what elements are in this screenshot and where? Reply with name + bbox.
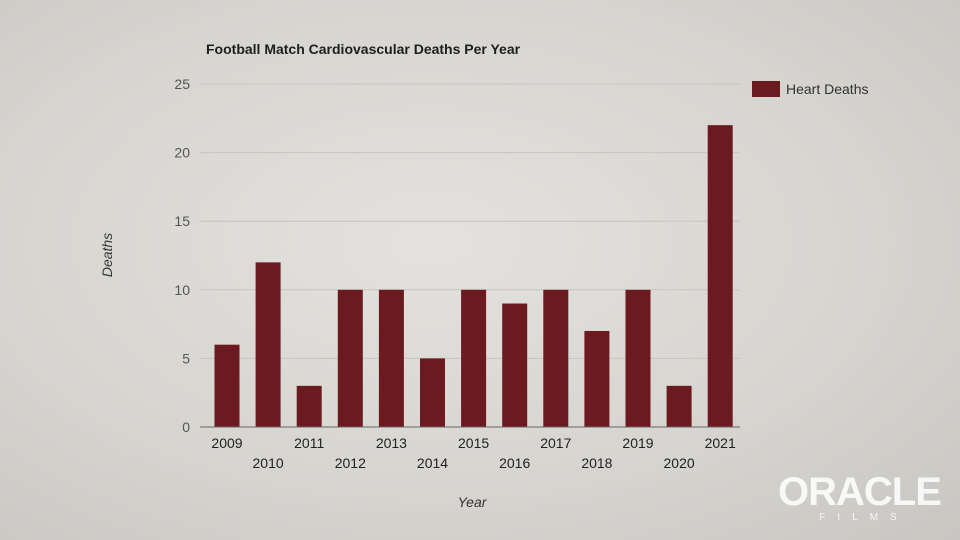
x-tick-label: 2010 — [253, 455, 284, 471]
y-axis-ticks: 0 5 10 15 20 25 — [174, 76, 190, 435]
chart-title: Football Match Cardiovascular Deaths Per… — [206, 41, 521, 57]
x-axis-ticks: 2009 2010 2011 2012 2013 2014 2015 2016 2017 2018… — [211, 435, 736, 471]
x-tick-label: 2011 — [294, 435, 324, 451]
legend-label: Heart Deaths — [786, 81, 868, 97]
bar — [666, 385, 692, 427]
bar — [296, 385, 322, 427]
x-tick-label: 2017 — [540, 435, 571, 451]
x-axis-title: Year — [458, 494, 488, 510]
y-tick-label: 0 — [182, 419, 190, 435]
y-tick-label: 25 — [174, 76, 190, 92]
bar — [707, 125, 733, 427]
x-tick-label: 2014 — [417, 455, 448, 471]
y-tick-label: 10 — [174, 282, 190, 298]
bar — [461, 289, 487, 427]
bar — [420, 358, 445, 427]
bar — [214, 344, 240, 427]
bar — [625, 289, 651, 427]
logo-main-text: ORACLE — [778, 470, 942, 514]
bar — [255, 262, 281, 427]
bar — [378, 289, 404, 427]
bar — [543, 289, 569, 427]
logo-sub-text: FILMS — [819, 512, 909, 523]
x-tick-label: 2012 — [335, 455, 366, 471]
x-tick-label: 2016 — [499, 455, 530, 471]
x-tick-label: 2020 — [664, 455, 695, 471]
x-tick-label: 2021 — [705, 435, 736, 451]
legend: Heart Deaths — [752, 81, 868, 97]
x-tick-label: 2019 — [622, 435, 653, 451]
x-tick-label: 2015 — [458, 435, 489, 451]
x-tick-label: 2009 — [211, 435, 242, 451]
bars — [214, 125, 733, 427]
bar — [584, 330, 610, 427]
bar — [337, 289, 363, 427]
x-tick-label: 2018 — [581, 455, 612, 471]
y-tick-label: 5 — [182, 350, 190, 366]
oracle-films-logo: ORACLE FILMS — [778, 470, 942, 524]
y-axis-title: Deaths — [99, 233, 115, 277]
x-tick-label: 2013 — [376, 435, 407, 451]
bar — [502, 303, 528, 427]
y-tick-label: 15 — [174, 213, 190, 229]
y-tick-label: 20 — [174, 145, 190, 161]
legend-swatch — [752, 81, 780, 97]
